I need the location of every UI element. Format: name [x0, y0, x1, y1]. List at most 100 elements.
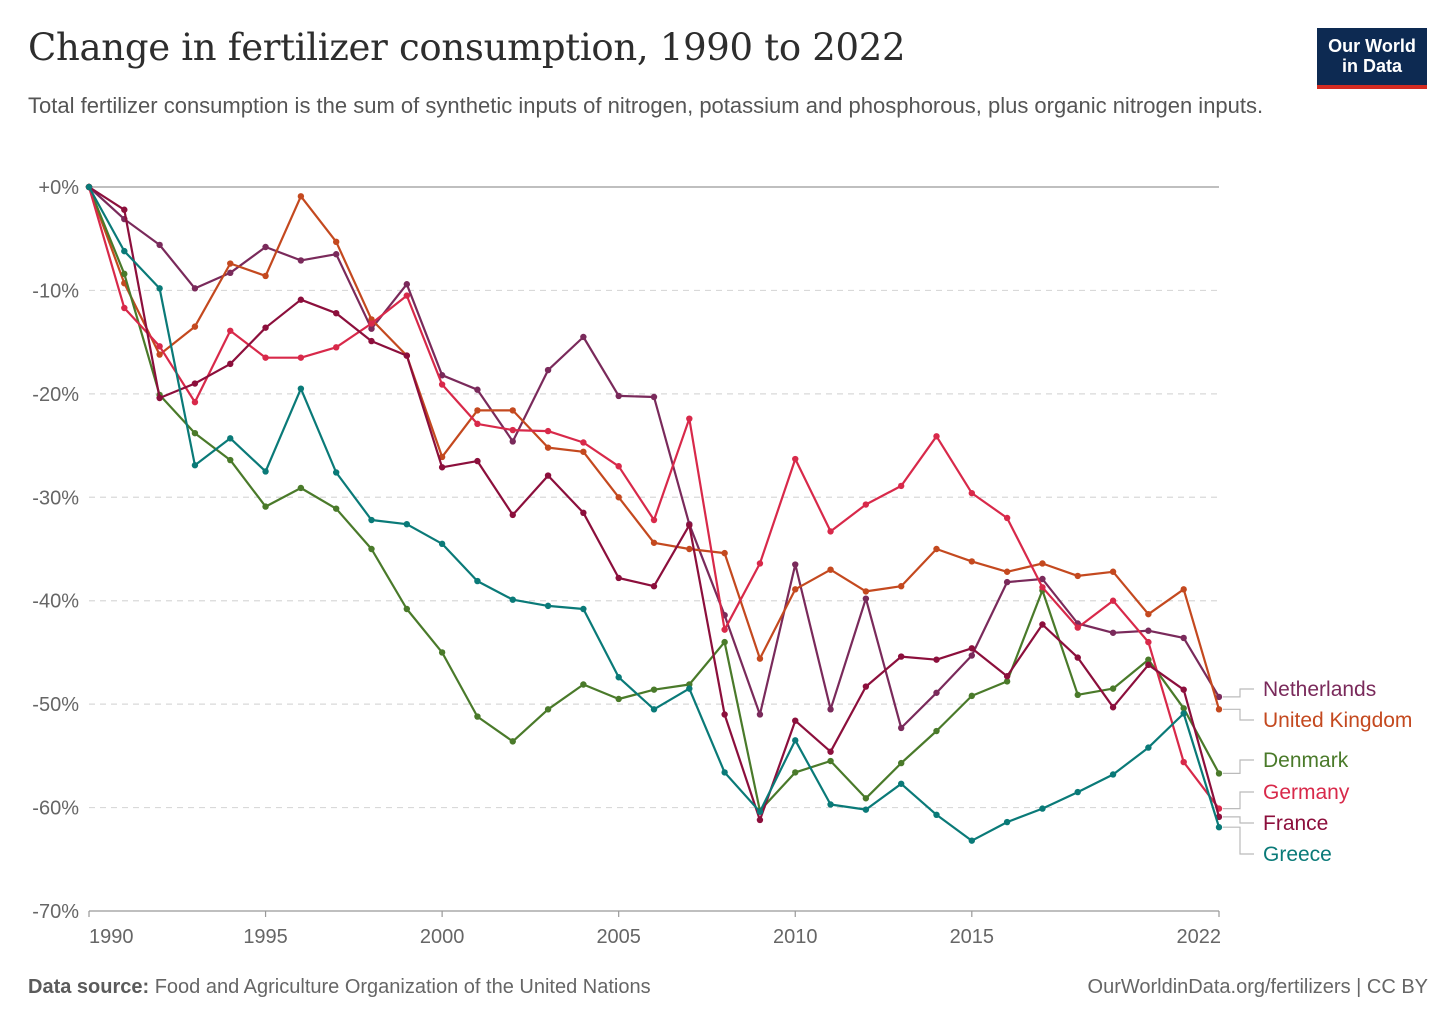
data-point-united-kingdom: [191, 323, 199, 330]
data-point-united-kingdom: [792, 586, 799, 593]
data-point-united-kingdom: [262, 272, 269, 280]
owid-logo[interactable]: Our World in Data: [1317, 28, 1427, 89]
y-tick-label: +0%: [38, 177, 79, 199]
label-connector-united-kingdom: [1223, 708, 1254, 721]
data-point-greece: [862, 806, 870, 813]
data-point-france: [650, 583, 658, 590]
data-point-germany: [827, 528, 834, 535]
data-point-germany: [121, 304, 128, 312]
x-tick-label: 2015: [950, 926, 995, 948]
data-point-denmark: [1145, 656, 1152, 663]
data-point-united-kingdom: [580, 448, 587, 455]
data-point-denmark: [544, 706, 552, 713]
data-point-denmark: [262, 503, 269, 510]
x-tick-label: 2000: [420, 926, 465, 948]
data-point-greece: [509, 596, 516, 603]
x-tick-label: 2010: [773, 926, 818, 948]
data-point-greece: [1003, 818, 1011, 826]
data-point-denmark: [191, 429, 199, 437]
data-point-denmark: [650, 686, 658, 693]
series-label-germany: Germany: [1263, 781, 1350, 804]
data-point-greece: [756, 808, 764, 815]
data-point-france: [862, 683, 870, 690]
data-point-france: [297, 296, 305, 303]
footer-credit[interactable]: OurWorldinData.org/fertilizers | CC BY: [1087, 976, 1428, 998]
data-point-germany: [262, 354, 269, 361]
data-point-greece: [968, 837, 976, 844]
data-point-denmark: [792, 769, 799, 776]
data-point-greece: [156, 285, 163, 292]
data-point-germany: [332, 344, 340, 351]
y-tick-label: -50%: [32, 694, 79, 716]
y-tick-label: -70%: [32, 901, 79, 923]
data-point-france: [262, 324, 269, 331]
data-point-united-kingdom: [862, 588, 870, 595]
data-point-greece: [721, 769, 728, 776]
data-point-netherlands: [1145, 627, 1152, 634]
data-point-netherlands: [1215, 693, 1223, 701]
data-point-denmark: [1180, 705, 1187, 712]
y-tick-label: -10%: [32, 280, 79, 302]
data-point-france: [1180, 686, 1187, 693]
data-point-germany: [403, 292, 411, 299]
label-connector-netherlands: [1223, 688, 1254, 698]
data-point-germany: [1145, 638, 1152, 646]
data-point-denmark: [474, 713, 481, 720]
data-point-netherlands: [1003, 578, 1011, 586]
data-point-france: [509, 511, 516, 519]
logo-line-2: in Data: [1341, 56, 1402, 76]
data-point-denmark: [509, 738, 516, 745]
data-point-france: [1145, 661, 1152, 669]
series-line-greece: [88, 186, 1221, 842]
series-lines: [85, 183, 1223, 844]
data-point-united-kingdom: [438, 453, 446, 461]
data-point-netherlands: [156, 241, 163, 249]
data-point-united-kingdom: [1109, 568, 1117, 575]
series-label-netherlands: Netherlands: [1263, 678, 1376, 701]
data-point-united-kingdom: [1180, 586, 1187, 593]
data-point-germany: [368, 320, 375, 327]
data-point-netherlands: [403, 281, 411, 288]
data-point-netherlands: [968, 652, 976, 659]
data-point-france: [615, 574, 622, 582]
data-point-united-kingdom: [650, 539, 658, 546]
data-point-germany: [191, 398, 199, 406]
data-point-denmark: [227, 456, 234, 464]
data-point-germany: [862, 501, 870, 508]
data-point-netherlands: [297, 257, 305, 264]
data-point-greece: [85, 183, 93, 191]
data-point-germany: [1003, 514, 1011, 522]
data-point-netherlands: [792, 561, 799, 568]
data-point-greece: [897, 780, 905, 787]
data-point-netherlands: [1039, 575, 1046, 583]
x-tick-label: 2022: [1177, 926, 1222, 948]
data-point-germany: [721, 626, 728, 633]
data-point-france: [933, 656, 940, 663]
data-point-france: [121, 206, 128, 213]
data-point-denmark: [438, 649, 446, 656]
data-point-france: [544, 472, 552, 479]
data-point-united-kingdom: [721, 549, 728, 557]
data-point-germany: [968, 489, 976, 497]
data-point-united-kingdom: [897, 583, 905, 590]
series-label-greece: Greece: [1263, 843, 1332, 866]
data-point-germany: [897, 482, 905, 490]
data-point-france: [756, 816, 764, 824]
data-point-france: [1003, 673, 1011, 680]
data-point-united-kingdom: [1074, 572, 1081, 580]
data-point-greece: [262, 468, 269, 475]
data-point-germany: [580, 439, 587, 446]
data-point-netherlands: [615, 392, 622, 400]
data-point-netherlands: [897, 724, 905, 732]
data-point-denmark: [721, 638, 728, 646]
data-point-denmark: [580, 681, 587, 688]
data-point-netherlands: [191, 285, 199, 292]
data-point-greece: [1215, 824, 1223, 831]
data-point-netherlands: [509, 438, 516, 445]
data-point-netherlands: [862, 595, 870, 602]
data-source-label: Data source:: [28, 976, 150, 998]
data-point-greece: [438, 540, 446, 548]
data-point-france: [897, 653, 905, 660]
data-point-denmark: [403, 605, 411, 613]
series-labels: Netherlands United Kingdom Denmark Germany F…: [1223, 678, 1412, 866]
